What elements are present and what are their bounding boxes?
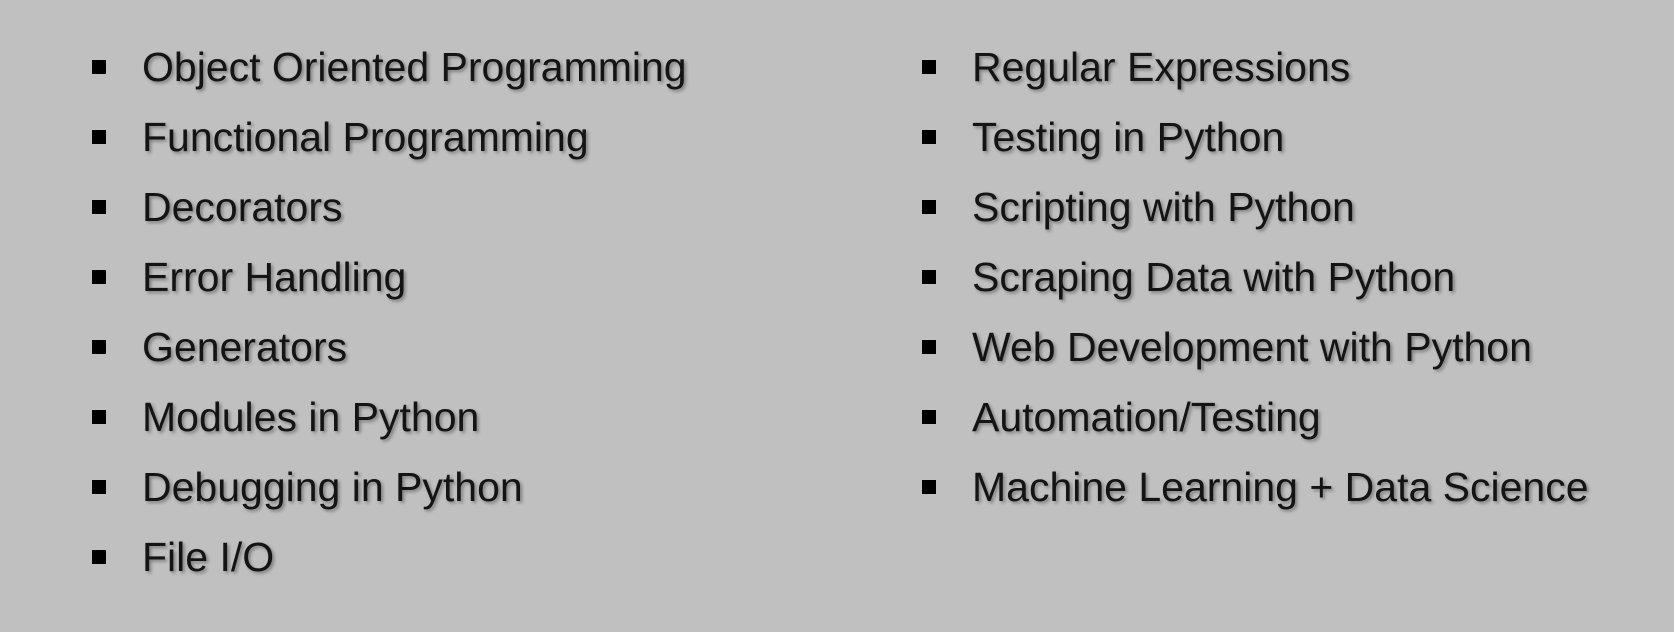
list-item: Generators — [88, 312, 687, 382]
square-bullet-icon — [922, 340, 936, 354]
list-item-label: Functional Programming — [142, 114, 589, 160]
list-item-label: Automation/Testing — [972, 394, 1321, 440]
list-item-label: Object Oriented Programming — [142, 44, 687, 90]
square-bullet-icon — [922, 270, 936, 284]
list-item-label: File I/O — [142, 534, 275, 580]
square-bullet-icon — [922, 480, 936, 494]
list-item-label: Regular Expressions — [972, 44, 1351, 90]
list-item: Machine Learning + Data Science — [918, 452, 1589, 522]
square-bullet-icon — [92, 60, 106, 74]
list-item: Scripting with Python — [918, 172, 1589, 242]
list-item-label: Scripting with Python — [972, 184, 1355, 230]
list-item-label: Testing in Python — [972, 114, 1285, 160]
square-bullet-icon — [922, 130, 936, 144]
list-item-label: Web Development with Python — [972, 324, 1532, 370]
list-item-label: Machine Learning + Data Science — [972, 464, 1589, 510]
list-item-label: Debugging in Python — [142, 464, 523, 510]
square-bullet-icon — [922, 60, 936, 74]
topic-list-left: Object Oriented Programming Functional P… — [88, 32, 687, 592]
square-bullet-icon — [92, 550, 106, 564]
square-bullet-icon — [922, 200, 936, 214]
topic-list-right: Regular Expressions Testing in Python Sc… — [918, 32, 1589, 522]
list-item: File I/O — [88, 522, 687, 592]
list-item: Web Development with Python — [918, 312, 1589, 382]
list-item-label: Generators — [142, 324, 348, 370]
list-item: Scraping Data with Python — [918, 242, 1589, 312]
list-item: Testing in Python — [918, 102, 1589, 172]
square-bullet-icon — [922, 410, 936, 424]
list-item-label: Scraping Data with Python — [972, 254, 1456, 300]
list-item-label: Decorators — [142, 184, 343, 230]
list-item-label: Error Handling — [142, 254, 407, 300]
list-item: Debugging in Python — [88, 452, 687, 522]
list-item-label: Modules in Python — [142, 394, 480, 440]
square-bullet-icon — [92, 200, 106, 214]
square-bullet-icon — [92, 480, 106, 494]
list-item: Automation/Testing — [918, 382, 1589, 452]
list-item: Error Handling — [88, 242, 687, 312]
list-item: Object Oriented Programming — [88, 32, 687, 102]
list-item: Modules in Python — [88, 382, 687, 452]
square-bullet-icon — [92, 410, 106, 424]
list-item: Decorators — [88, 172, 687, 242]
list-item: Regular Expressions — [918, 32, 1589, 102]
list-item: Functional Programming — [88, 102, 687, 172]
square-bullet-icon — [92, 340, 106, 354]
square-bullet-icon — [92, 130, 106, 144]
square-bullet-icon — [92, 270, 106, 284]
